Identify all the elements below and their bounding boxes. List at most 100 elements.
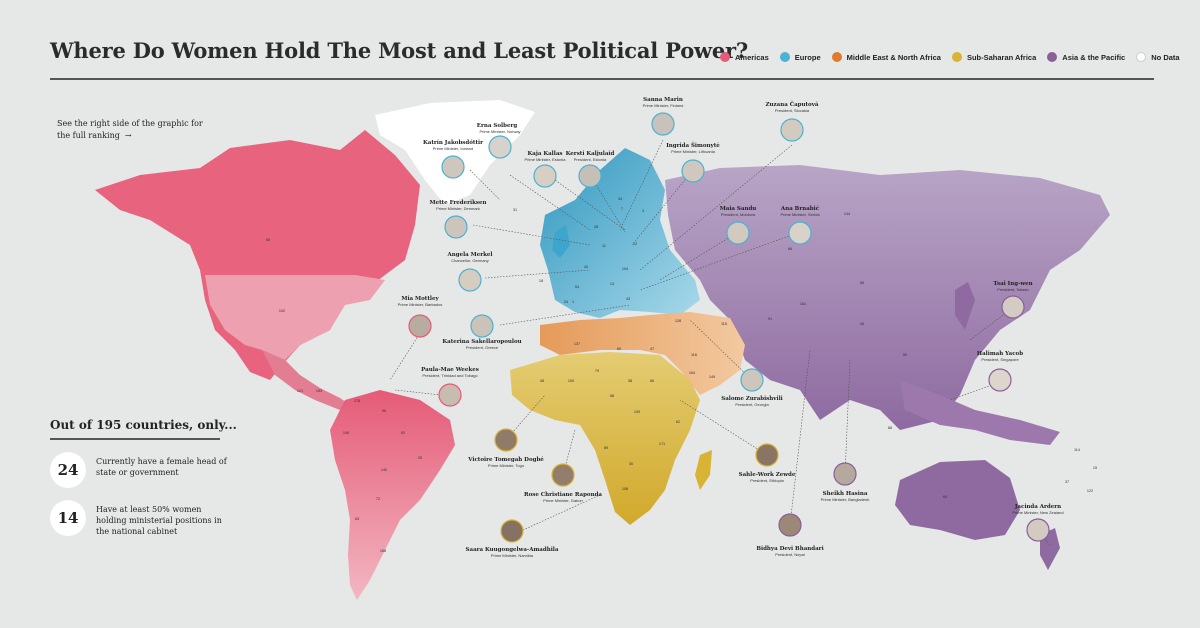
- rank-label: 80: [617, 347, 621, 351]
- leader-name: Rose Christiane Raponda: [524, 492, 602, 498]
- rank-label: 164: [689, 371, 695, 375]
- leader-role: President, Slovakia: [775, 108, 810, 113]
- title-divider: [50, 78, 1154, 80]
- rank-label: 96: [382, 409, 386, 413]
- rank-label: 89: [604, 446, 608, 450]
- leader-callout[interactable]: Zuzana Čaputová President, Slovakia: [766, 100, 819, 142]
- rank-label: 102: [279, 309, 285, 313]
- rank-label: 37: [1065, 480, 1069, 484]
- leader-role: Prime Minister, Iceland: [433, 146, 473, 151]
- region-south-america: [330, 390, 455, 600]
- leader-role: President, Taiwan: [997, 287, 1029, 292]
- leader-portrait: [1026, 518, 1050, 542]
- leader-callout[interactable]: Saara Kuugongelwa-Amadhila Prime Ministe…: [466, 519, 559, 558]
- connector-line: [589, 174, 626, 233]
- leader-callout[interactable]: Mia Mottley Prime Minister, Barbados: [398, 296, 443, 338]
- leader-callout[interactable]: Ingrida Šimonytė Prime Minister, Lithuan…: [666, 141, 720, 183]
- rank-label: 62: [676, 420, 680, 424]
- leader-callout[interactable]: Sanna Marin Prime Minister, Finland: [643, 97, 684, 136]
- leader-callout[interactable]: Salome Zurabishvili President, Georgia: [721, 368, 783, 407]
- leader-name: Ana Brnabić: [780, 205, 820, 212]
- leader-portrait: [500, 519, 524, 543]
- ranking-hint[interactable]: See the right side of the graphic for th…: [57, 118, 207, 142]
- rank-label: 66: [650, 379, 654, 383]
- rank-label: 13: [610, 282, 614, 286]
- rank-label: 69: [943, 495, 947, 499]
- leader-role: Prime Minister, Denmark: [436, 206, 480, 211]
- leader-callout[interactable]: Erna Solberg Prime Minister, Norway: [477, 123, 521, 159]
- leader-callout[interactable]: Victoire Tomegah Dogbé Prime Minister, T…: [467, 428, 544, 468]
- leader-portrait: [833, 462, 857, 486]
- legend-item-europe: Europe: [779, 52, 821, 62]
- rank-label: 7: [621, 207, 623, 211]
- legend-label: Sub-Saharan Africa: [966, 52, 1037, 62]
- leader-portrait: [470, 314, 494, 338]
- region-australia: [895, 460, 1020, 540]
- leader-callout[interactable]: Rose Christiane Raponda Prime Minister, …: [524, 463, 602, 503]
- leader-name: Kaja Kallas: [528, 151, 563, 157]
- region-usa: [205, 275, 385, 360]
- legend-label: No Data: [1151, 52, 1180, 62]
- rank-label: 116: [691, 353, 697, 357]
- leader-name: Angela Merkel: [446, 252, 492, 258]
- leader-callout[interactable]: Jacinda Ardern Prime Minister, New Zeala…: [1012, 504, 1064, 542]
- leader-callout[interactable]: Sheikh Hasina Prime Minister, Bangladesh: [821, 462, 870, 502]
- rank-label: 79: [595, 369, 599, 373]
- leader-callout[interactable]: Katrín Jakobsdóttir Prime Minister, Icel…: [423, 139, 483, 179]
- rank-label: 88: [888, 426, 892, 430]
- leader-portrait: [488, 135, 512, 159]
- rank-label: 115: [721, 322, 727, 326]
- rank-label: 153: [316, 389, 322, 393]
- rank-label: 18: [539, 279, 543, 283]
- stat-description: Have at least 50% women holding minister…: [96, 505, 222, 536]
- leader-name: Mette Frederiksen: [429, 200, 486, 206]
- legend-swatch-asia: [1047, 52, 1058, 62]
- leader-callout[interactable]: Ana Brnabić Prime Minister, Serbia: [780, 205, 820, 245]
- leader-role: Prime Minister, Gabon: [543, 498, 583, 503]
- leader-portrait: [578, 164, 602, 188]
- leader-callout[interactable]: Kaja Kallas Prime Minister, Estonia: [525, 151, 567, 188]
- legend-item-asia: Asia & the Pacific: [1047, 52, 1125, 62]
- rank-label: 1: [572, 300, 574, 304]
- leader-role: President, Georgia: [735, 402, 769, 407]
- leader-callout[interactable]: Paula-Mae Weekes President, Trinidad and…: [421, 367, 479, 407]
- rank-labels: 65 31 102 144 161 56 86 34 28 11 42 137 …: [266, 197, 1097, 553]
- leader-name: Zuzana Čaputová: [766, 100, 819, 108]
- leader-callout[interactable]: Tsai Ing-wen President, Taiwan: [993, 281, 1033, 319]
- region-europe: [540, 148, 700, 318]
- connector-line: [484, 269, 591, 279]
- leader-callout[interactable]: Bidhya Devi Bhandari President, Nepal: [756, 513, 824, 557]
- connector-line: [844, 359, 851, 476]
- leader-role: Prime Minister, Finland: [643, 103, 684, 108]
- stat-description: Currently have a female head of state or…: [96, 457, 227, 477]
- rank-label: 91: [768, 317, 772, 321]
- legend: Americas Europe Middle East & North Afri…: [720, 52, 1180, 62]
- connector-line: [509, 174, 591, 231]
- stat-number: 24: [50, 452, 86, 488]
- leader-name: Maia Sandu: [720, 206, 757, 212]
- leader-callout[interactable]: Maia Sandu President, Moldova: [720, 206, 757, 245]
- leader-callout[interactable]: Kersti Kaljulaid President, Estonia: [566, 151, 615, 188]
- leader-name: Paula-Mae Weekes: [421, 367, 479, 373]
- leader-role: President, Greece: [466, 345, 499, 350]
- leader-name: Katrín Jakobsdóttir: [423, 139, 483, 146]
- summary-panel: Out of 195 countries, only... 24 Current…: [50, 418, 237, 537]
- rank-label: 24: [564, 300, 568, 304]
- leader-callout[interactable]: Sahle-Work Zewde President, Ethiopia: [739, 443, 796, 483]
- leader-callout[interactable]: Katerina Sakellaropoulou President, Gree…: [442, 314, 522, 350]
- leader-callout[interactable]: Mette Frederiksen Prime Minister, Denmar…: [429, 200, 487, 239]
- legend-swatch-americas: [720, 52, 730, 62]
- connector-line: [969, 309, 1011, 341]
- legend-item-ssa: Sub-Saharan Africa: [951, 52, 1037, 62]
- leader-name: Sanna Marin: [643, 97, 683, 103]
- leader-name: Kersti Kaljulaid: [566, 151, 615, 157]
- rank-label: 161: [800, 302, 806, 306]
- leader-portrait: [681, 159, 705, 183]
- leader-callout[interactable]: Angela Merkel Chancellor, Germany: [446, 252, 493, 292]
- leader-role: President, Moldova: [721, 212, 756, 217]
- leader-callout[interactable]: Halimah Yacob President, Singapore: [977, 351, 1023, 392]
- leader-portrait: [494, 428, 518, 452]
- leader-name: Salome Zurabishvili: [721, 396, 783, 402]
- leader-role: Prime Minister, Togo: [488, 463, 525, 468]
